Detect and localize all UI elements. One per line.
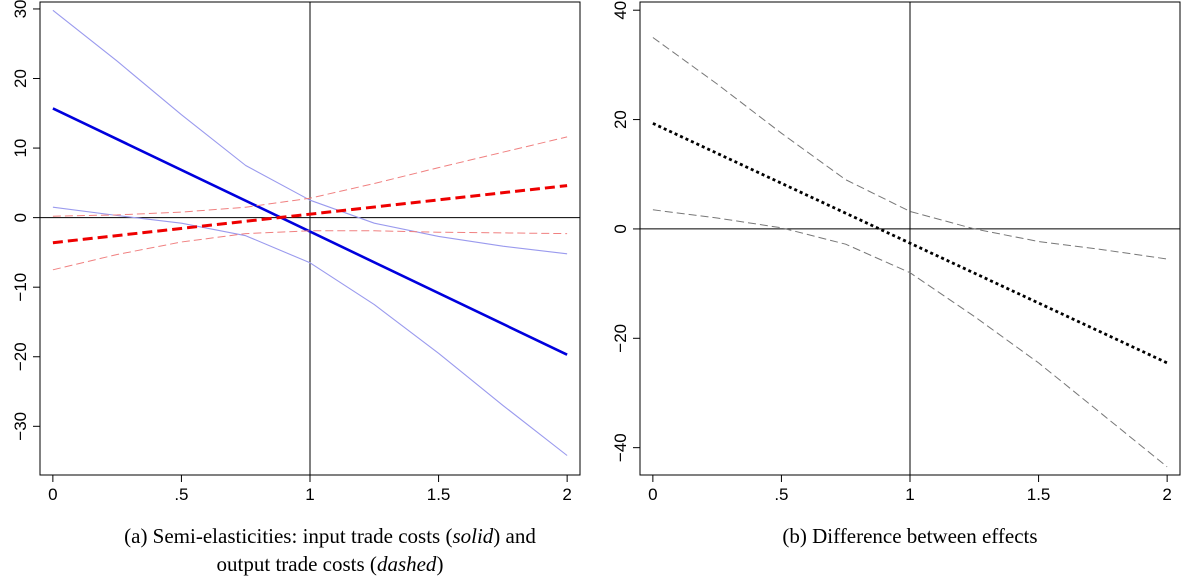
series-line-0 [52,107,568,356]
series-line-3 [52,184,568,245]
y-tick-label: −20 [611,324,630,353]
caption-a-dashed-word: dashed [376,552,437,576]
series-group [652,37,1168,468]
series-line-1 [652,37,1168,260]
x-tick-label: .5 [174,485,188,504]
series-line-4 [52,136,568,217]
x-tick-label: 1 [305,485,314,504]
y-tick-label: 40 [611,1,630,20]
y-tick-label: 20 [611,110,630,129]
caption-a-prefix: (a) Semi-elasticities: input trade costs… [124,524,453,548]
x-tick-label: 2 [1162,485,1171,504]
x-tick-label: 0 [648,485,657,504]
caption-a-middle: ) and [493,524,536,548]
x-tick-label: 2 [562,485,571,504]
series-line-0 [652,122,1168,365]
panel-b-chart: 0 .5 1 1.5 2 −40 −20 0 20 40 [611,1,1181,504]
caption-b: (b) Difference between effects [640,522,1180,550]
y-tick-label: −10 [11,273,30,302]
x-tick-label: 0 [48,485,57,504]
x-tick-label: .5 [774,485,788,504]
caption-b-text: (b) Difference between effects [782,524,1038,548]
series-line-1 [52,9,568,255]
x-tick-label: 1 [905,485,914,504]
y-tick-label: 20 [11,69,30,88]
caption-a-solid-word: solid [452,524,494,548]
series-line-5 [52,230,568,271]
x-tick-label: 1.5 [427,485,451,504]
y-tick-label: −30 [11,412,30,441]
y-tick-label: 10 [11,139,30,158]
y-tick-label: 30 [11,0,30,18]
caption-a-suffix: ) [436,552,444,576]
series-line-2 [52,206,568,456]
y-tick-label: −40 [611,433,630,462]
caption-a-line2-prefix: output trade costs ( [216,552,377,576]
series-line-2 [652,209,1168,468]
y-tick-label: 0 [11,213,30,222]
series-group [52,9,568,456]
x-tick-label: 1.5 [1027,485,1051,504]
y-tick-label: 0 [611,224,630,233]
caption-a: (a) Semi-elasticities: input trade costs… [60,522,600,578]
y-tick-label: −20 [11,342,30,371]
panel-a-chart: 0 .5 1 1.5 2 −30 −20 −10 0 10 20 30 [11,0,581,504]
